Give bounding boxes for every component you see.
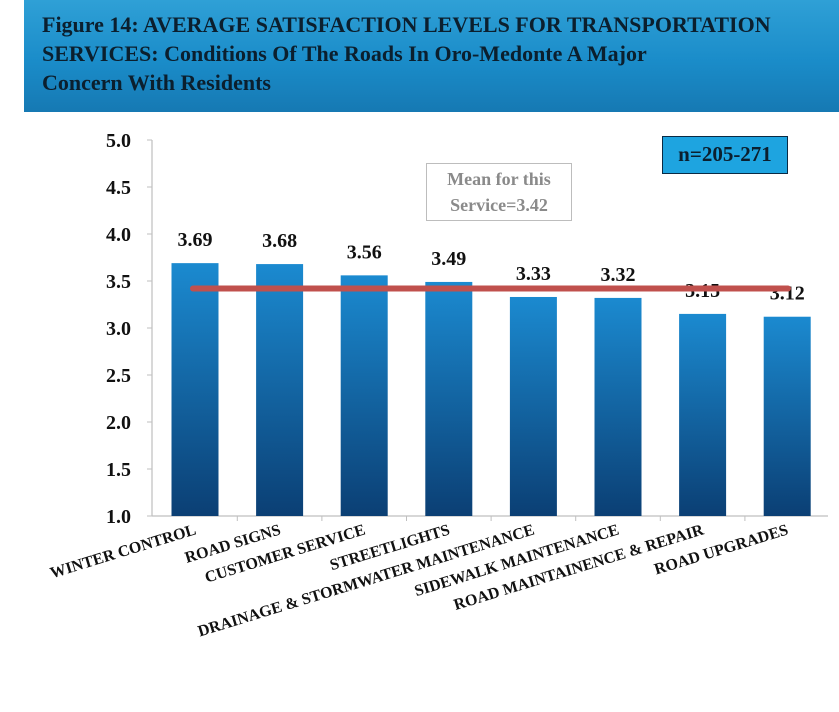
y-tick-label: 2.0 — [106, 412, 131, 434]
chart-title-line-1: Figure 14: AVERAGE SATISFACTION LEVELS F… — [42, 12, 771, 37]
mean-callout-line-2: Service=3.42 — [450, 195, 548, 215]
bar — [171, 263, 219, 516]
bar-chart: 1.0 1.5 2.0 2.5 3.0 3.5 4.0 4.5 5.0 3.69 WINTER CO… — [48, 130, 828, 640]
y-tick-label: 1.5 — [106, 459, 131, 481]
data-label: 3.56 — [347, 241, 382, 263]
sample-size-badge: n=205-271 — [662, 136, 788, 174]
chart-title-banner: Figure 14: AVERAGE SATISFACTION LEVELS F… — [24, 0, 839, 112]
data-label: 3.69 — [178, 229, 213, 251]
bar — [340, 275, 388, 516]
chart-title-line-2: SERVICES: Conditions Of The Roads In Oro… — [42, 41, 647, 66]
data-label: 3.32 — [601, 264, 636, 286]
y-tick-label: 3.0 — [106, 318, 131, 340]
data-label: 3.68 — [262, 230, 297, 252]
bar — [425, 281, 473, 516]
bar — [679, 313, 727, 516]
bar — [256, 264, 304, 516]
data-label: 3.33 — [516, 263, 551, 285]
bar — [763, 316, 811, 516]
mean-callout-box: Mean for this Service=3.42 — [426, 163, 572, 221]
y-tick-label: 1.0 — [106, 506, 131, 528]
y-tick-label: 5.0 — [106, 130, 131, 152]
bar — [594, 297, 642, 516]
mean-callout-line-1: Mean for this — [447, 169, 551, 189]
chart-title-line-3: Concern With Residents — [42, 70, 271, 95]
category-label: WINTER CONTROL — [48, 522, 198, 583]
y-tick-label: 2.5 — [106, 365, 131, 387]
data-label: 3.49 — [431, 248, 466, 270]
y-tick-label: 4.5 — [106, 177, 131, 199]
y-tick-label: 4.0 — [106, 224, 131, 246]
bar — [509, 296, 557, 516]
y-tick-label: 3.5 — [106, 271, 131, 293]
